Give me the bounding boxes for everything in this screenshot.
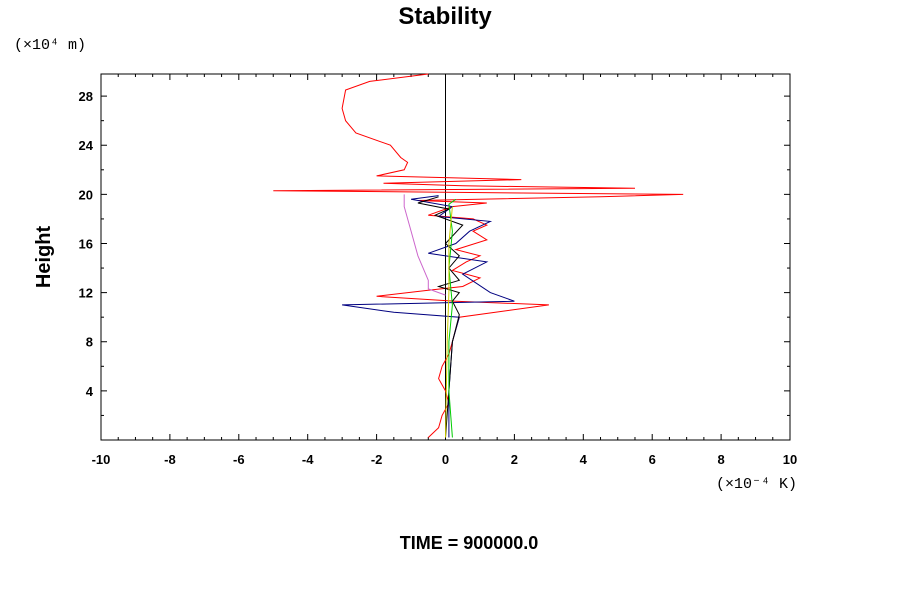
x-tick-label: -6 (233, 452, 245, 467)
y-axis-label: Height (33, 226, 55, 289)
x-tick-label: 10 (783, 452, 797, 467)
x-tick-label: -4 (302, 452, 314, 467)
series-line-3 (417, 196, 464, 438)
x-tick-label: -10 (92, 452, 111, 467)
series-line-2 (342, 195, 515, 438)
y-tick-label: 24 (79, 138, 94, 153)
series-line-5 (448, 198, 457, 438)
y-axis-unit: (×10⁴ m) (14, 37, 86, 54)
time-footer: TIME = 900000.0 (400, 533, 539, 553)
x-tick-label: 6 (649, 452, 656, 467)
y-tick-label: 12 (79, 286, 93, 301)
series-line-1 (273, 73, 684, 438)
x-tick-label: 0 (442, 452, 449, 467)
x-axis-unit: (×10⁻⁴ K) (716, 476, 797, 493)
x-tick-label: -2 (371, 452, 383, 467)
y-tick-label: 20 (79, 187, 93, 202)
chart-title: Stability (398, 3, 492, 30)
x-tick-label: 4 (580, 452, 588, 467)
x-tick-label: -8 (164, 452, 176, 467)
series-line-6 (445, 206, 453, 438)
y-tick-label: 28 (79, 89, 93, 104)
x-tick-label: 8 (717, 452, 724, 467)
y-tick-label: 8 (86, 335, 93, 350)
y-tick-label: 16 (79, 236, 93, 251)
x-tick-label: 2 (511, 452, 518, 467)
series-line-4 (403, 194, 446, 296)
y-tick-label: 4 (86, 384, 94, 399)
